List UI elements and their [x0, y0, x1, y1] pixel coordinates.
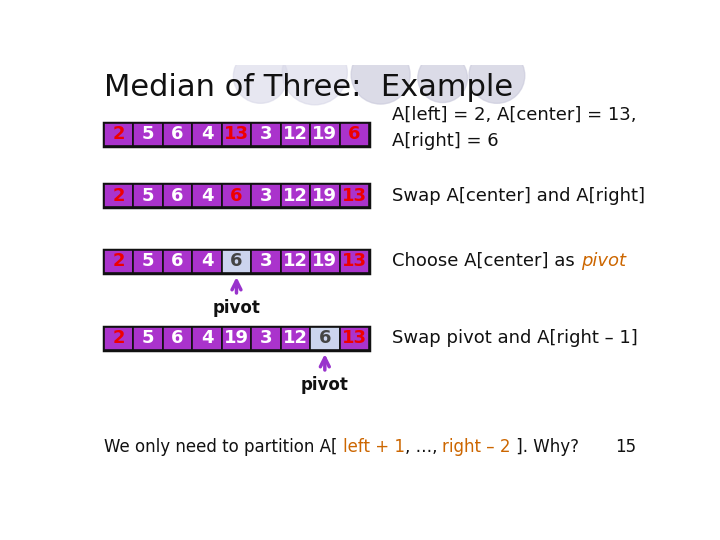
Circle shape — [282, 40, 347, 105]
Bar — [192, 327, 222, 350]
Bar — [192, 123, 222, 146]
Text: 6: 6 — [171, 329, 184, 347]
Bar — [222, 249, 251, 273]
Bar — [163, 327, 192, 350]
Bar — [340, 184, 369, 207]
Text: A[left] = 2, A[center] = 13,
A[right] = 6: A[left] = 2, A[center] = 13, A[right] = … — [392, 106, 636, 150]
Text: 13: 13 — [342, 329, 366, 347]
Text: Median of Three:  Example: Median of Three: Example — [104, 72, 513, 102]
Text: pivot: pivot — [581, 252, 626, 270]
Bar — [251, 249, 281, 273]
Bar — [281, 249, 310, 273]
Text: 6: 6 — [171, 125, 184, 143]
Bar — [163, 249, 192, 273]
Bar — [133, 123, 163, 146]
Bar — [133, 249, 163, 273]
Bar — [340, 327, 369, 350]
Text: Choose A[center] as: Choose A[center] as — [392, 252, 581, 270]
Text: 3: 3 — [260, 187, 272, 205]
Bar — [163, 184, 192, 207]
Bar — [251, 123, 281, 146]
Text: 5: 5 — [142, 187, 154, 205]
Text: 13: 13 — [342, 187, 366, 205]
Text: 3: 3 — [260, 125, 272, 143]
Text: Swap pivot and A[right – 1]: Swap pivot and A[right – 1] — [392, 329, 638, 347]
Text: 6: 6 — [348, 125, 361, 143]
Bar — [310, 123, 340, 146]
Bar — [104, 123, 133, 146]
Text: 12: 12 — [283, 329, 308, 347]
Text: 2: 2 — [112, 125, 125, 143]
Circle shape — [418, 53, 467, 103]
Text: 6: 6 — [230, 187, 243, 205]
Text: 4: 4 — [201, 252, 213, 270]
Bar — [310, 184, 340, 207]
Text: 6: 6 — [318, 329, 331, 347]
Text: 15: 15 — [616, 438, 636, 456]
Text: 2: 2 — [112, 252, 125, 270]
Bar — [222, 327, 251, 350]
Bar — [104, 184, 133, 207]
Circle shape — [469, 48, 525, 103]
Text: 19: 19 — [312, 252, 338, 270]
Text: We only need to partition A[: We only need to partition A[ — [104, 438, 343, 456]
Text: 6: 6 — [230, 252, 243, 270]
Bar — [310, 249, 340, 273]
Text: left + 1: left + 1 — [343, 438, 405, 456]
Bar — [104, 249, 133, 273]
Text: 4: 4 — [201, 125, 213, 143]
Text: 19: 19 — [224, 329, 249, 347]
Bar — [281, 327, 310, 350]
Text: Swap A[center] and A[right]: Swap A[center] and A[right] — [392, 187, 645, 205]
Bar — [340, 249, 369, 273]
Bar — [340, 123, 369, 146]
Bar — [163, 123, 192, 146]
Bar — [192, 249, 222, 273]
Bar — [192, 184, 222, 207]
Text: 13: 13 — [224, 125, 249, 143]
Text: 5: 5 — [142, 125, 154, 143]
Bar — [281, 184, 310, 207]
Bar — [104, 327, 369, 350]
Bar — [104, 184, 369, 207]
Bar — [104, 327, 133, 350]
Bar — [251, 327, 281, 350]
Bar — [133, 184, 163, 207]
Text: , …,: , …, — [405, 438, 443, 456]
Bar — [222, 184, 251, 207]
Bar — [281, 123, 310, 146]
Circle shape — [233, 49, 287, 103]
Text: 6: 6 — [171, 187, 184, 205]
Text: 3: 3 — [260, 329, 272, 347]
Bar — [104, 123, 369, 146]
Text: 3: 3 — [260, 252, 272, 270]
Bar — [133, 327, 163, 350]
Text: 4: 4 — [201, 329, 213, 347]
Text: 12: 12 — [283, 125, 308, 143]
Text: 4: 4 — [201, 187, 213, 205]
Text: ]. Why?: ]. Why? — [511, 438, 579, 456]
Text: 5: 5 — [142, 329, 154, 347]
Bar — [222, 123, 251, 146]
Bar — [310, 327, 340, 350]
Text: 12: 12 — [283, 252, 308, 270]
Text: 2: 2 — [112, 329, 125, 347]
Text: pivot: pivot — [301, 376, 348, 394]
Bar — [104, 249, 369, 273]
Text: 19: 19 — [312, 125, 338, 143]
Text: 12: 12 — [283, 187, 308, 205]
Bar — [251, 184, 281, 207]
Text: 5: 5 — [142, 252, 154, 270]
Text: right – 2: right – 2 — [443, 438, 511, 456]
Text: pivot: pivot — [212, 299, 261, 317]
Text: 6: 6 — [171, 252, 184, 270]
Text: 2: 2 — [112, 187, 125, 205]
Text: 19: 19 — [312, 187, 338, 205]
Circle shape — [351, 45, 410, 104]
Text: 13: 13 — [342, 252, 366, 270]
